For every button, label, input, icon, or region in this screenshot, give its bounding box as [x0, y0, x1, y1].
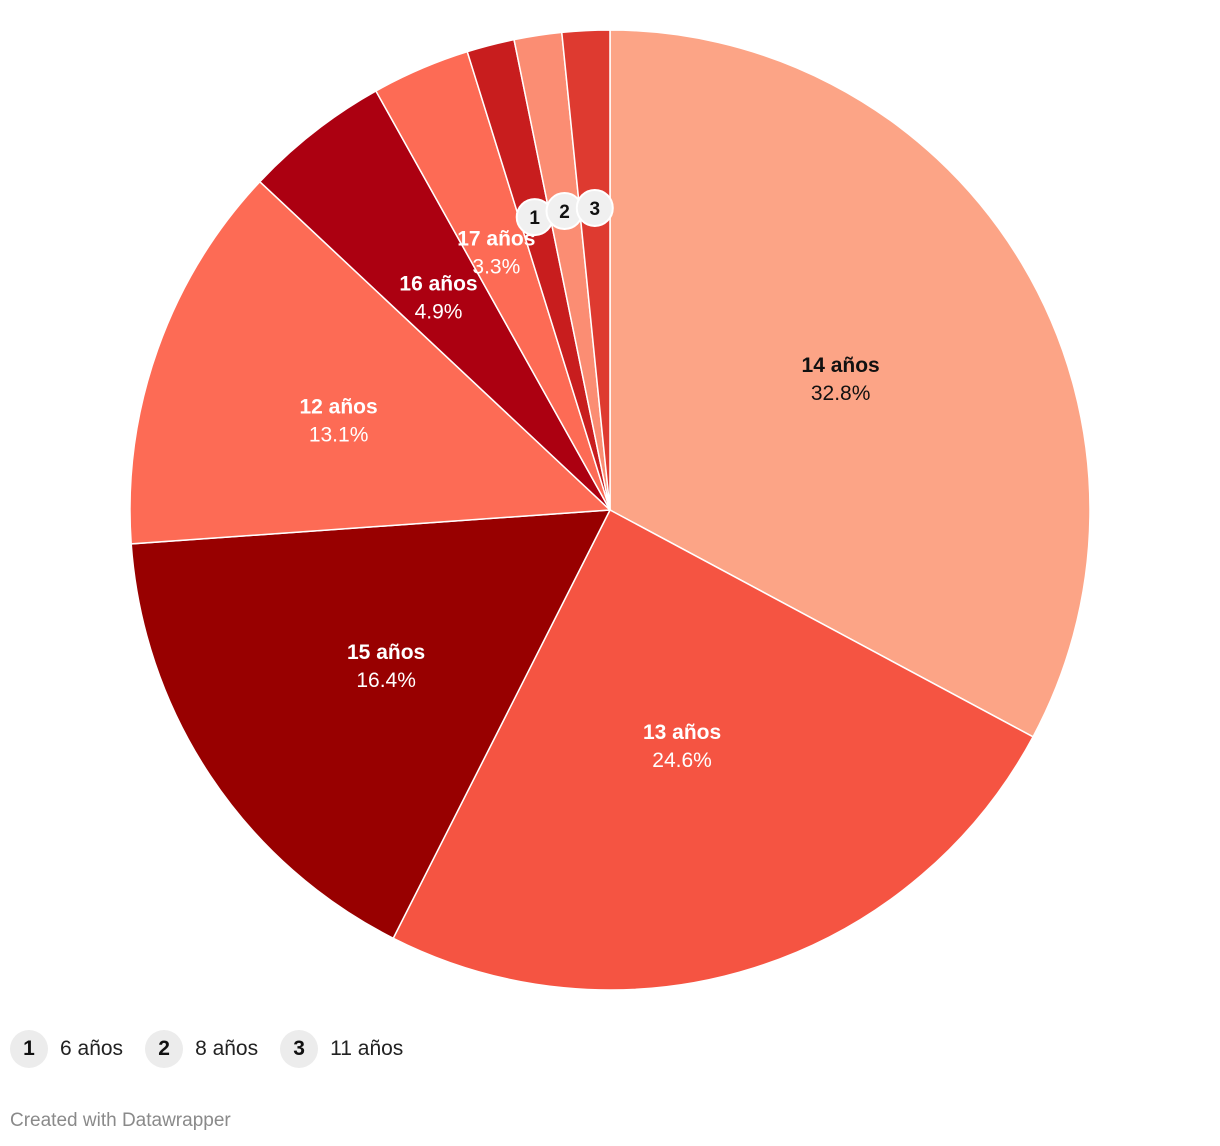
- marker-number: 1: [529, 208, 540, 229]
- slice-label: 15 años: [347, 641, 425, 664]
- slice-value-label: 13.1%: [309, 424, 369, 447]
- slice-label: 13 años: [643, 721, 721, 744]
- legend-label: 6 años: [60, 1037, 124, 1060]
- legend-number-badge: 1: [10, 1030, 48, 1068]
- pie-slice[interactable]: [129, 180, 612, 545]
- slice-label: 12 años: [299, 396, 377, 419]
- slice-marker: 3: [575, 188, 614, 227]
- slice-value-label: 4.9%: [415, 301, 463, 324]
- legend-label: 11 años: [330, 1037, 404, 1060]
- pie-chart: 14 años 32.8% 13 años 24.6% 15 años 16.4% 12 a…: [129, 29, 1091, 991]
- slice-value-label: 24.6%: [652, 749, 712, 772]
- slice-label: 17 años: [457, 227, 535, 250]
- legend-item: 2 8 años: [145, 1030, 258, 1068]
- legend-number-badge: 2: [145, 1030, 184, 1068]
- legend-item: 3 11 años: [280, 1030, 403, 1068]
- legend-label: 8 años: [195, 1037, 259, 1060]
- legend-item: 1 6 años: [10, 1030, 123, 1068]
- credit-link[interactable]: Created with Datawrapper: [10, 1110, 231, 1131]
- pie-slice[interactable]: [609, 29, 1091, 738]
- marker-number: 3: [590, 199, 601, 220]
- pie-slice[interactable]: [392, 508, 1035, 991]
- marker-number: 2: [559, 202, 570, 223]
- slice-value-label: 16.4%: [356, 669, 416, 692]
- slice-label: 14 años: [802, 354, 880, 377]
- marker-circle: [575, 188, 614, 227]
- legend: 1 6 años 2 8 años 3 11 años: [10, 1030, 425, 1068]
- pie-slice[interactable]: [130, 509, 612, 940]
- slice-value-label: 3.3%: [472, 255, 520, 278]
- slice-value-label: 32.8%: [811, 382, 871, 405]
- legend-number-badge: 3: [280, 1030, 319, 1068]
- pie-slice[interactable]: [258, 89, 611, 511]
- pie-slice[interactable]: [560, 29, 611, 511]
- slice-label: 16 años: [399, 273, 477, 296]
